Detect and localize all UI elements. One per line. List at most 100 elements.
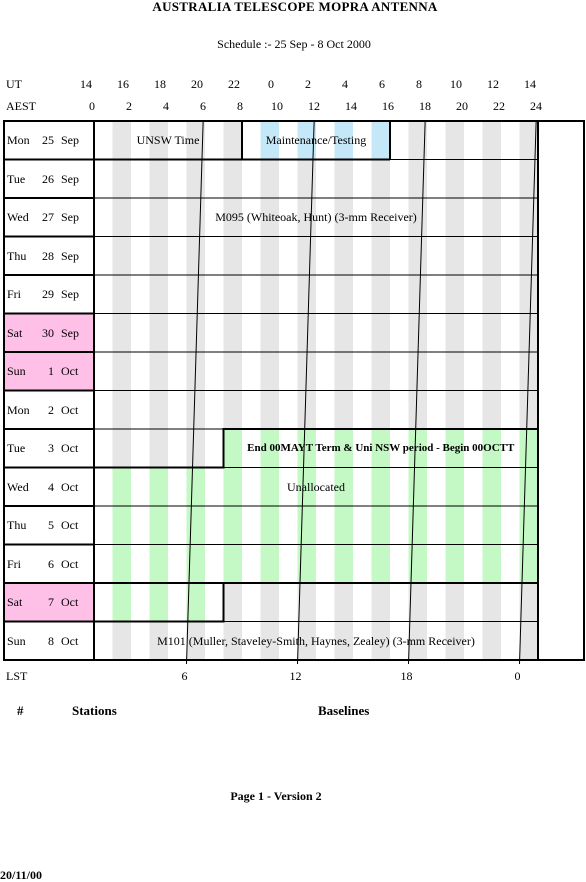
hour-stripe [260,621,279,660]
hour-stripe [482,121,501,160]
ut-tick-label: 8 [416,77,422,91]
block-boundary [94,428,538,469]
weekend-cell [4,583,94,622]
hour-stripe [223,621,242,660]
hour-stripe [519,390,538,429]
hour-stripe [334,506,353,545]
day-date: 2 [48,402,54,417]
stations-heading: Stations [72,703,117,718]
ut-tick-label: 20 [191,77,203,91]
aest-tick-label: 6 [200,99,206,113]
hour-stripe [223,429,242,468]
day-date: 4 [48,479,54,494]
hour-stripe [371,198,390,237]
hour-stripe [186,159,205,198]
print-date: 20/11/00 [0,868,43,882]
page-title: AUSTRALIA TELESCOPE MOPRA ANTENNA [152,0,438,14]
day-date: 28 [42,248,54,263]
hour-stripe [445,506,464,545]
hour-stripe [149,236,168,275]
day-month: Oct [61,518,79,533]
hour-stripe [186,236,205,275]
day-month: Sep [61,287,79,302]
hash-column-heading: # [17,703,24,718]
hour-stripe [445,198,464,237]
day-name: Tue [7,441,26,456]
hour-stripe [482,506,501,545]
ut-tick-label: 14 [524,77,536,91]
day-name: Tue [7,171,26,186]
hour-stripe [371,352,390,391]
hour-stripe [482,467,501,506]
schedule-range: Schedule :- 25 Sep - 8 Oct 2000 [217,37,371,51]
hour-stripe [149,467,168,506]
day-name: Fri [7,556,22,571]
hour-stripe [112,583,131,622]
aest-tick-label: 4 [163,99,169,113]
hour-stripe [371,159,390,198]
ut-tick-label: 4 [342,77,348,91]
ut-tick-label: 6 [379,77,385,91]
hour-stripe [482,236,501,275]
hour-stripe [186,390,205,429]
hour-stripe [297,621,316,660]
day-name: Mon [7,133,30,148]
hour-stripe [186,198,205,237]
hour-stripe [519,236,538,275]
hour-stripe [408,121,427,160]
hour-stripe [186,467,205,506]
ut-tick-label: 2 [305,77,311,91]
hour-stripe [445,275,464,314]
hour-stripe [297,429,316,468]
hour-stripe [260,544,279,583]
hour-stripe [482,583,501,622]
hour-stripe [297,467,316,506]
hour-stripe [260,429,279,468]
day-date: 5 [48,518,54,533]
hour-stripe [334,121,353,160]
block-boundary [94,582,538,623]
hour-stripe [297,313,316,352]
hour-stripe [371,583,390,622]
day-date: 3 [48,441,54,456]
day-date: 29 [42,287,54,302]
hour-stripe [112,275,131,314]
aest-tick-label: 24 [530,99,542,113]
hour-stripe [334,159,353,198]
day-name: Sun [7,633,26,648]
hour-stripe [186,621,205,660]
hour-stripe [149,121,168,160]
day-month: Sep [61,171,79,186]
day-month: Oct [61,441,79,456]
hour-stripe [482,621,501,660]
day-month: Sep [61,248,79,263]
hour-stripe [371,621,390,660]
hour-stripe [260,352,279,391]
hour-stripe [519,506,538,545]
hour-stripe [334,352,353,391]
ut-tick-label: 16 [117,77,129,91]
hour-stripe [334,429,353,468]
hour-stripe [334,544,353,583]
hour-stripe [149,506,168,545]
hour-stripe [371,236,390,275]
schedule-block-label: M095 (Whiteoak, Hunt) (3-mm Receiver) [215,210,417,225]
hour-stripe [371,429,390,468]
hour-stripe [149,313,168,352]
day-month: Oct [61,633,79,648]
hour-stripe [297,390,316,429]
hour-stripe [519,429,538,468]
day-date: 1 [48,364,54,379]
hour-stripe [112,544,131,583]
day-month: Oct [61,595,79,610]
hour-stripe [112,429,131,468]
hour-stripe [223,236,242,275]
hour-stripe [408,467,427,506]
hour-stripe [186,275,205,314]
hour-stripe [112,198,131,237]
schedule-block-label: M101 (Muller, Staveley-Smith, Haynes, Ze… [157,633,475,648]
aest-tick-label: 20 [456,99,468,113]
hour-stripe [334,621,353,660]
ut-tick-label: 22 [228,77,240,91]
hour-stripe [260,121,279,160]
